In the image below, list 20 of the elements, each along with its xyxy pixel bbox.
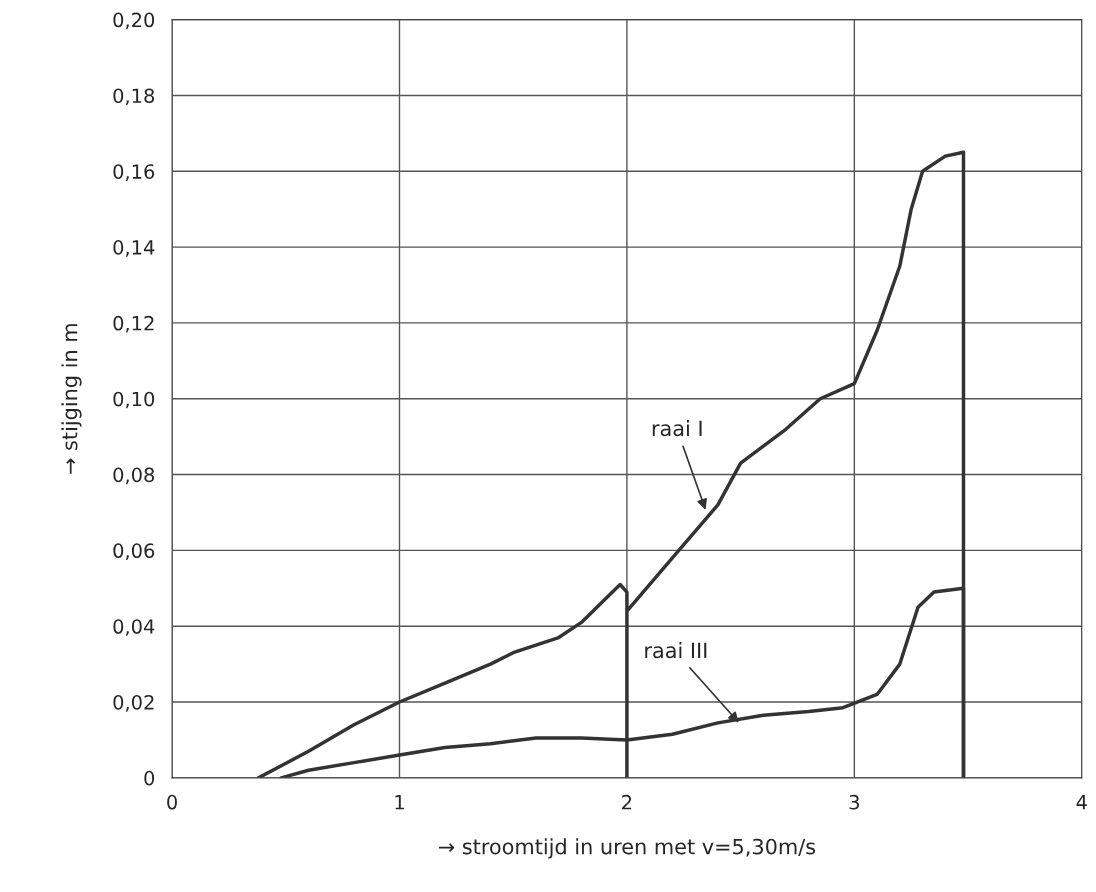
- x-tick-label: 0: [167, 794, 177, 810]
- y-tick-label: 0,14: [113, 240, 155, 257]
- y-tick-label: 0,08: [113, 467, 155, 485]
- y-axis-title: → stijging in m: [61, 324, 82, 474]
- y-tick-label: 0: [144, 770, 155, 786]
- x-tick-label: 2: [622, 794, 632, 810]
- y-tick-label: 0,12: [113, 315, 154, 333]
- y-tick-label: 0,10: [113, 391, 155, 409]
- x-tick-label: 4: [1076, 795, 1087, 810]
- y-tick-label: 0,02: [113, 694, 154, 712]
- y-tick-label: 0,16: [113, 164, 155, 181]
- y-tick-label: 0,06: [113, 543, 155, 561]
- y-tick-label: 0,18: [113, 88, 155, 106]
- x-tick-label: 3: [849, 794, 859, 810]
- annotation: raai I: [652, 420, 702, 437]
- y-tick-label: 0,04: [113, 619, 155, 636]
- annotation: raai III: [645, 642, 707, 659]
- y-tick-label: 0,20: [113, 12, 155, 30]
- x-axis-title: → stroomtijd in uren met v=5,30m/s: [438, 838, 816, 859]
- x-tick-label: 1: [395, 795, 404, 810]
